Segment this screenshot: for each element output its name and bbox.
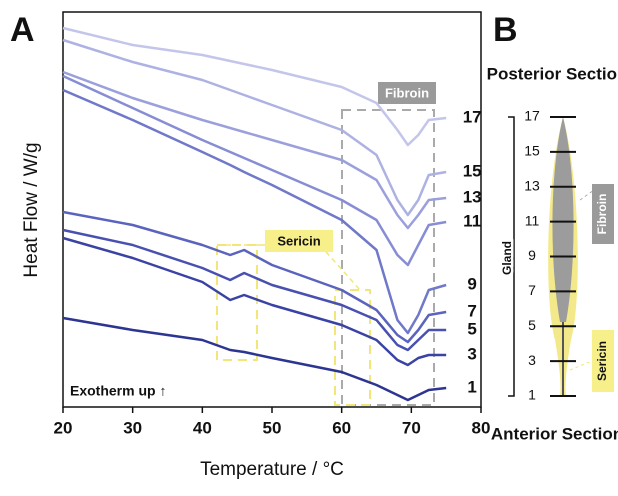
x-tick-label: 50 [263,418,282,437]
gland-fibroin [552,117,574,322]
scale-label: 11 [525,212,540,228]
series-line [62,70,447,230]
sericin-label: Sericin [595,341,609,381]
x-axis-label: Temperature / °C [200,459,344,480]
x-tick-label: 80 [472,418,491,437]
series-label: 7 [467,301,476,320]
sericin-label: Sericin [277,233,320,248]
scale-label: 13 [524,177,540,193]
scale-label: 5 [528,317,536,333]
x-tick-label: 40 [193,418,212,437]
bracket-label: Gland [500,241,514,275]
sericin-box [216,244,258,361]
y-axis-label: Heat Flow / W/g [21,142,42,277]
scale-label: 3 [528,352,536,368]
series-label: 17 [463,107,482,126]
x-tick-label: 70 [402,418,421,437]
fibroin-box [341,109,435,406]
panel-label: A [10,11,35,49]
scale-label: 9 [528,247,536,263]
panel-label: B [493,11,518,49]
x-tick-label: 30 [123,418,142,437]
series-line [62,88,447,335]
gland-bracket [508,116,515,397]
x-tick-label: 20 [54,418,73,437]
connector [579,189,595,201]
x-tick-label: 60 [332,418,351,437]
series-label: 13 [463,187,482,206]
label-box [378,82,436,104]
series-label: 11 [463,211,481,230]
series-label: 3 [467,344,476,363]
label-box [592,330,614,392]
fibroin-label: Fibroin [385,85,429,100]
scale-label: 17 [524,108,540,124]
series-label: 9 [467,274,476,293]
series-line [62,210,447,344]
connector [569,359,595,371]
top-label: Posterior Section [487,64,618,83]
sericin-box [334,289,371,406]
series-line [62,38,447,217]
fibroin-label: Fibroin [595,194,609,235]
series-line [62,74,447,267]
series-line [62,316,447,402]
series-line [62,26,447,147]
series-label: 5 [467,319,476,338]
label-box [592,184,614,244]
scale-label: 7 [528,282,536,298]
scale-label: 1 [528,387,536,403]
label-box [265,230,333,252]
annotation: Exotherm up ↑ [70,383,166,399]
series-line [62,236,447,367]
series-line [62,228,447,352]
series-label: 15 [463,161,482,180]
series-label: 1 [467,377,476,396]
scale-label: 15 [524,143,540,159]
bottom-label: Anterior Section [491,424,618,443]
